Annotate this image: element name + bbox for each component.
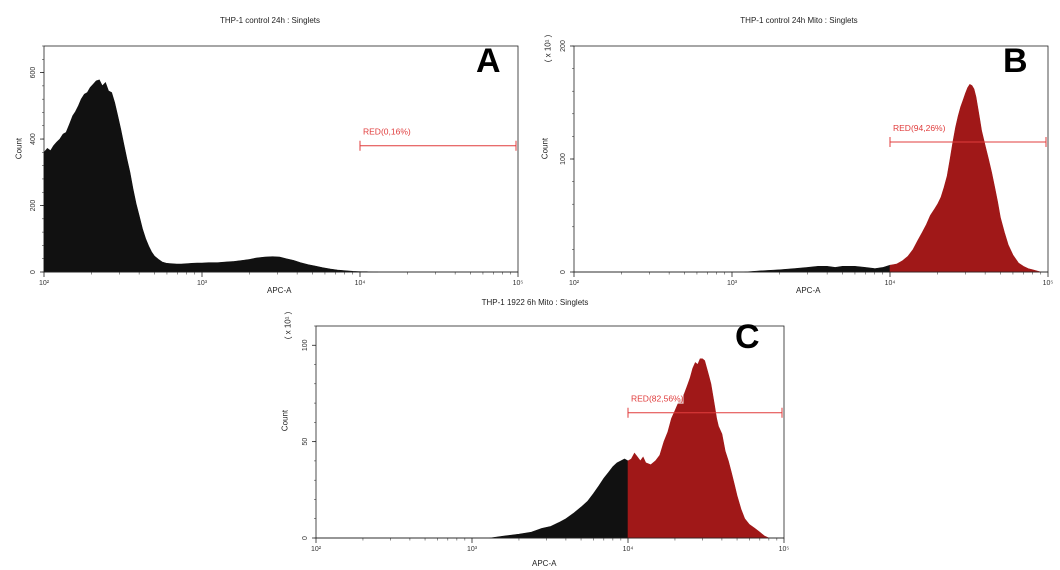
panel-b-title: THP-1 control 24h Mito : Singlets bbox=[740, 16, 858, 25]
gate-label: RED(0,16%) bbox=[363, 127, 411, 137]
y-tick-label: 50 bbox=[302, 438, 309, 446]
x-tick-label: 10³ bbox=[197, 280, 208, 287]
panel-a-letter: A bbox=[476, 42, 501, 80]
histogram-panel-c: THP-1 1922 6h Mito : Singlets 10² 10³ 10⁴ 1… bbox=[270, 296, 800, 570]
panel-a-ylabel: Count bbox=[14, 137, 24, 160]
panel-b-letter: B bbox=[1003, 42, 1028, 80]
x-tick-label: 10⁴ bbox=[623, 546, 634, 553]
y-tick-label: 0 bbox=[30, 270, 37, 274]
histogram-ungated-area bbox=[43, 79, 361, 273]
panel-a-title: THP-1 control 24h : Singlets bbox=[219, 16, 321, 25]
panel-b-xlabel: APC-A bbox=[796, 286, 821, 295]
panel-c-letter: C bbox=[735, 318, 760, 356]
y-tick-label: 0 bbox=[302, 536, 309, 540]
panel-b-y-multiplier: ( x 10¹ ) bbox=[543, 34, 553, 63]
panel-c-y-multiplier: ( x 10¹ ) bbox=[283, 311, 293, 340]
panel-b-ylabel: Count bbox=[540, 137, 550, 160]
y-tick-label: 100 bbox=[560, 153, 567, 165]
panel-c-title: THP-1 1922 6h Mito : Singlets bbox=[481, 298, 589, 307]
histogram-ungated-area bbox=[744, 264, 891, 273]
x-tick-label: 10⁴ bbox=[355, 280, 366, 287]
panel-b-plot: 10² 10³ 10⁴ 10⁵ 0 100 200 RED(94,26%) bbox=[560, 40, 1054, 287]
x-tick-label: 10⁴ bbox=[885, 280, 896, 287]
x-tick-label: 10² bbox=[39, 280, 50, 287]
x-tick-label: 10³ bbox=[467, 546, 478, 553]
x-tick-label: 10⁵ bbox=[779, 546, 790, 553]
gate-label: RED(94,26%) bbox=[893, 123, 946, 133]
histogram-ungated-area bbox=[489, 458, 629, 539]
y-tick-label: 400 bbox=[30, 133, 37, 145]
y-tick-label: 100 bbox=[302, 339, 309, 351]
gate-label-bg bbox=[891, 122, 946, 134]
gate-label-bg bbox=[361, 125, 411, 137]
panel-a-xlabel: APC-A bbox=[267, 286, 292, 295]
x-tick-label: 10² bbox=[569, 280, 580, 287]
x-tick-label: 10² bbox=[311, 546, 322, 553]
panel-a-plot: 10² 10³ 10⁴ 10⁵ 0 200 400 600 RED(0,16%) bbox=[30, 45, 524, 287]
y-tick-label: 200 bbox=[30, 200, 37, 212]
gate-label-bg bbox=[629, 392, 684, 404]
y-tick-label: 200 bbox=[560, 40, 567, 52]
y-tick-label: 600 bbox=[30, 67, 37, 79]
x-tick-label: 10⁵ bbox=[1043, 280, 1054, 287]
gate-label: RED(82,56%) bbox=[631, 394, 684, 404]
panel-c-xlabel: APC-A bbox=[532, 559, 557, 568]
histogram-gated-area bbox=[889, 84, 1041, 273]
histogram-gated-area bbox=[627, 358, 770, 539]
histogram-panel-b: THP-1 control 24h Mito : Singlets 10² 10³… bbox=[538, 14, 1060, 298]
x-tick-label: 10³ bbox=[727, 280, 738, 287]
y-tick-label: 0 bbox=[560, 270, 567, 274]
histogram-panel-a: THP-1 control 24h : Singlets 10² 10³ 10⁴ 10… bbox=[10, 14, 530, 298]
panel-c-plot: 10² 10³ 10⁴ 10⁵ 0 50 100 RED(82,56%) bbox=[302, 325, 790, 553]
panel-c-ylabel: Count bbox=[280, 409, 290, 432]
x-tick-label: 10⁵ bbox=[513, 280, 524, 287]
